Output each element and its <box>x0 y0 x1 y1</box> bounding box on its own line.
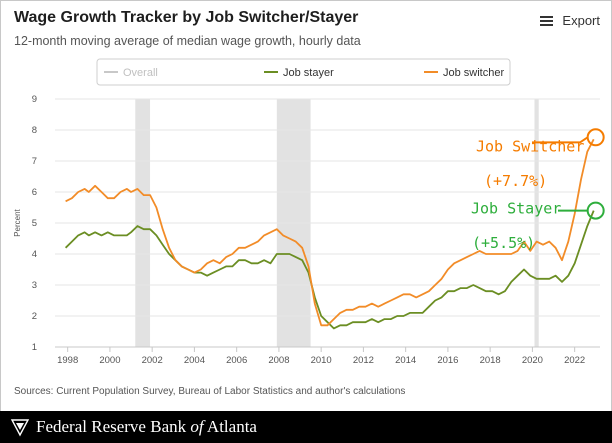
annotation-stayer-change: (+5.5%) <box>472 234 535 252</box>
chart-title: Wage Growth Tracker by Job Switcher/Stay… <box>14 9 359 26</box>
hamburger-menu-icon <box>540 15 554 26</box>
y-tick-label: 6 <box>32 187 37 198</box>
x-tick-label: 2012 <box>353 355 374 366</box>
x-tick-label: 2022 <box>564 355 585 366</box>
y-tick-label: 2 <box>32 311 37 322</box>
y-axis-title: Percent <box>13 208 22 236</box>
eagle-logo-icon <box>10 419 30 437</box>
bank-name-city: Atlanta <box>206 417 257 436</box>
annotation-switcher-change: (+7.7%) <box>484 172 547 190</box>
series-line-job-stayer <box>64 210 595 330</box>
x-tick-label: 2016 <box>437 355 458 366</box>
sources-note: Sources: Current Population Survey, Bure… <box>14 386 406 397</box>
x-tick-label: 2006 <box>226 355 247 366</box>
footer-bar: Federal Reserve Bank of Atlanta <box>0 411 612 443</box>
bank-name-main: Federal Reserve Bank <box>36 417 187 436</box>
bank-name: Federal Reserve Bank of Atlanta <box>36 417 257 437</box>
annotation-job-stayer: Job Stayer <box>471 200 561 218</box>
y-tick-label: 8 <box>32 125 37 136</box>
x-tick-label: 2010 <box>311 355 332 366</box>
series-line-job-switcher <box>65 138 595 327</box>
wage-growth-line-chart: 1 2 3 4 5 6 7 8 9 1998 2000 2002 2004 2006 2008 2010 201… <box>13 58 605 366</box>
x-tick-label: 2008 <box>268 355 289 366</box>
x-tick-label: 2018 <box>480 355 501 366</box>
legend-label: Overall <box>123 67 158 79</box>
y-tick-label: 3 <box>32 280 37 291</box>
x-tick-label: 2000 <box>99 355 120 366</box>
chart-subtitle: 12-month moving average of median wage g… <box>14 34 361 48</box>
bank-name-of: of <box>190 417 204 436</box>
legend-box <box>96 58 511 86</box>
legend-item-job-switcher[interactable]: Job switcher <box>424 67 504 79</box>
legend-label: Job switcher <box>443 67 504 79</box>
x-tick-label: 1998 <box>57 355 78 366</box>
legend-label: Job stayer <box>283 67 334 79</box>
y-tick-label: 5 <box>32 218 37 229</box>
y-tick-label: 1 <box>32 342 37 353</box>
y-tick-label: 9 <box>32 94 37 105</box>
legend-item-overall[interactable]: Overall <box>104 67 158 79</box>
y-tick-label: 4 <box>32 249 37 260</box>
annotation-job-switcher: Job Switcher <box>476 138 584 156</box>
y-tick-label: 7 <box>32 156 37 167</box>
stayer-end-circle <box>586 201 605 220</box>
export-button[interactable]: Export <box>540 13 600 28</box>
switcher-pointer-line <box>532 136 589 144</box>
export-label: Export <box>562 13 600 28</box>
x-tick-label: 2014 <box>395 355 416 366</box>
legend-item-job-stayer[interactable]: Job stayer <box>264 67 334 79</box>
x-tick-label: 2020 <box>522 355 543 366</box>
x-tick-label: 2002 <box>142 355 163 366</box>
x-tick-label: 2004 <box>184 355 205 366</box>
switcher-end-circle <box>586 128 605 147</box>
